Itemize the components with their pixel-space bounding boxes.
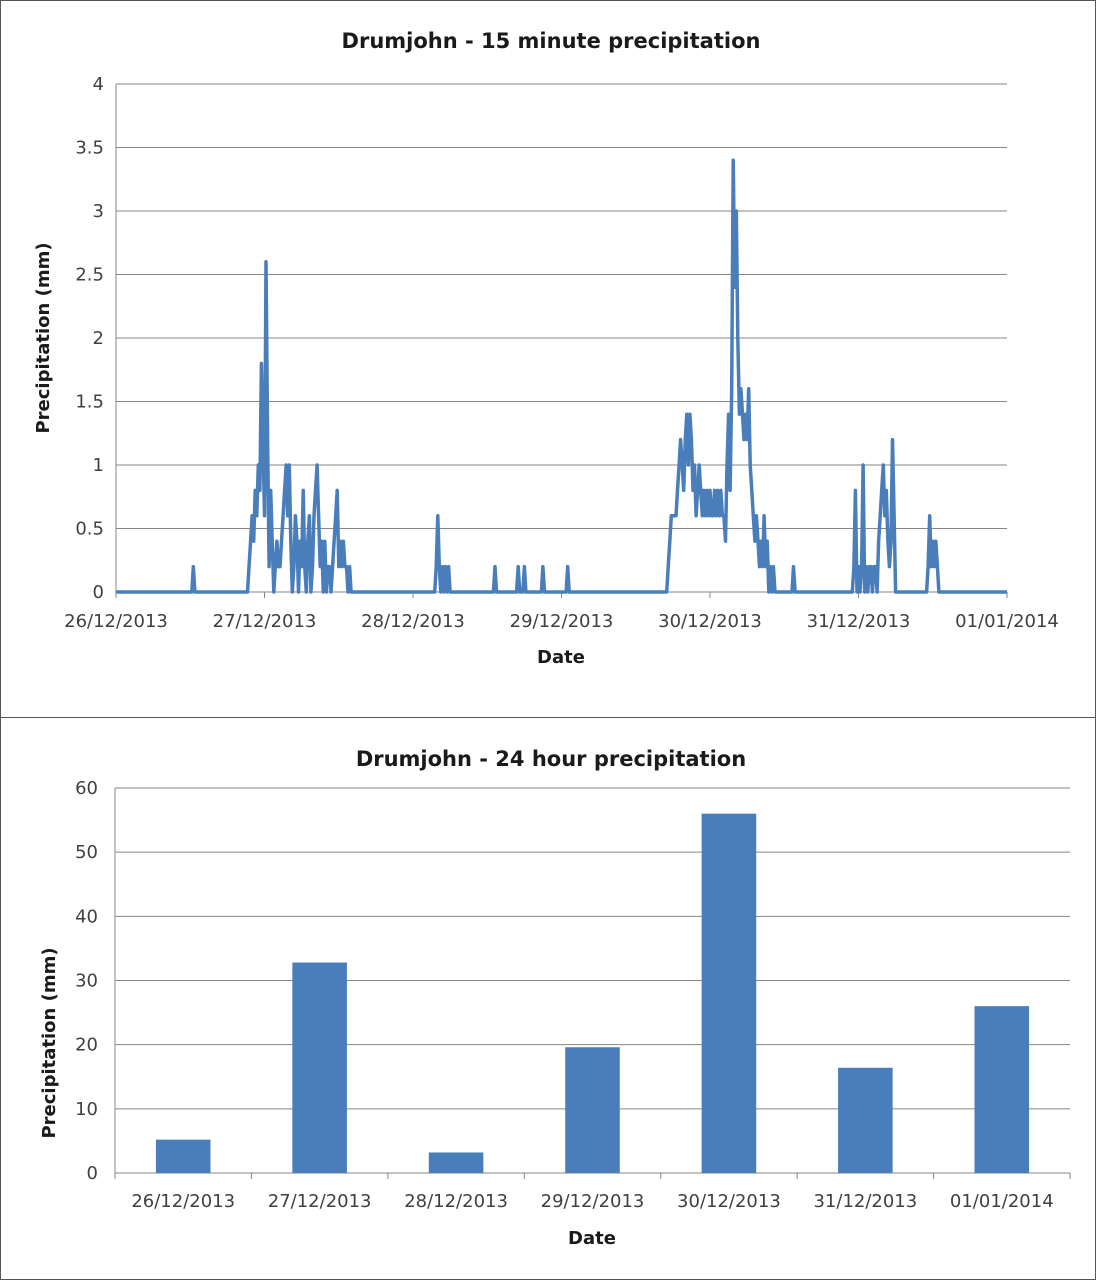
y-tick-label: 60: [75, 778, 98, 799]
y-tick-label: 50: [75, 842, 98, 863]
x-tick-label: 30/12/2013: [677, 1191, 781, 1212]
y-tick-label: 20: [75, 1035, 98, 1056]
y-tick-labels: 0 0.5 1 1.5 2 2.5 3 3.5 4: [75, 74, 104, 603]
x-tick-label: 26/12/2013: [64, 611, 168, 632]
bars: [155, 813, 1030, 1173]
bar: [292, 962, 347, 1173]
bar: [565, 1047, 620, 1173]
x-tick-label: 31/12/2013: [807, 611, 911, 632]
chart-panel-24hour: Drumjohn - 24 hour precipitation 0 10 20 30…: [0, 717, 1096, 1280]
x-tick-label: 28/12/2013: [361, 611, 465, 632]
y-axis-title: Precipitation (mm): [33, 242, 54, 433]
y-tick-label: 2: [93, 328, 104, 349]
x-tick-label: 28/12/2013: [404, 1191, 508, 1212]
y-axis-title: Precipitation (mm): [39, 947, 60, 1138]
y-tick-label: 0: [87, 1163, 98, 1184]
x-tick-label: 27/12/2013: [268, 1191, 372, 1212]
plot-area: [116, 158, 1007, 594]
y-tick-label: 30: [75, 971, 98, 992]
bar: [838, 1067, 893, 1173]
chart-panel-15min: Drumjohn - 15 minute precipitation 0 0.5 1…: [0, 0, 1096, 718]
x-tick-label: 01/01/2014: [955, 611, 1059, 632]
x-tick-labels: 26/12/2013 27/12/2013 28/12/2013 29/12/2013…: [131, 1191, 1053, 1212]
x-axis-title: Date: [568, 1228, 616, 1249]
y-tick-label: 3.5: [75, 138, 104, 159]
bar: [428, 1152, 484, 1173]
bar: [701, 813, 757, 1173]
bar-chart-24hour: Drumjohn - 24 hour precipitation 0 10 20 30…: [39, 747, 1071, 1249]
y-tick-label: 1.5: [75, 392, 104, 413]
y-tick-label: 3: [93, 201, 104, 222]
x-tick-label: 30/12/2013: [658, 611, 762, 632]
y-tick-label: 2.5: [75, 265, 104, 286]
y-tick-label: 0: [93, 582, 104, 603]
chart-title: Drumjohn - 15 minute precipitation: [342, 29, 761, 53]
y-tick-labels: 0 10 20 30 40 50 60: [75, 778, 98, 1184]
gridlines: [115, 83, 1008, 598]
y-tick-label: 1: [93, 455, 104, 476]
x-tick-label: 27/12/2013: [213, 611, 317, 632]
x-axis-title: Date: [537, 647, 585, 668]
y-tick-label: 0.5: [75, 519, 104, 540]
x-tick-label: 29/12/2013: [541, 1191, 645, 1212]
x-tick-label: 26/12/2013: [131, 1191, 235, 1212]
y-tick-label: 4: [93, 74, 104, 95]
precipitation-series-line: [116, 158, 1007, 594]
bar: [155, 1139, 211, 1173]
x-tick-label: 29/12/2013: [510, 611, 614, 632]
chart-title: Drumjohn - 24 hour precipitation: [356, 747, 746, 771]
x-tick-label: 31/12/2013: [813, 1191, 917, 1212]
y-tick-label: 10: [75, 1099, 98, 1120]
bar: [974, 1006, 1030, 1173]
x-tick-label: 01/01/2014: [950, 1191, 1054, 1212]
y-tick-label: 40: [75, 906, 98, 927]
line-chart-15min: Drumjohn - 15 minute precipitation 0 0.5 1…: [33, 29, 1059, 668]
x-tick-labels: 26/12/2013 27/12/2013 28/12/2013 29/12/2013…: [64, 611, 1059, 632]
